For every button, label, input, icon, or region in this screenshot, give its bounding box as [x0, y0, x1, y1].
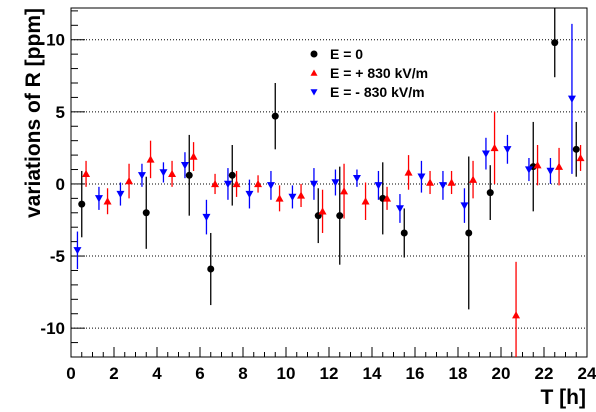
- legend-marker: [310, 50, 318, 58]
- data-point: [395, 205, 404, 213]
- x-tick-label: 14: [363, 364, 382, 383]
- x-tick-label: 18: [449, 364, 468, 383]
- data-point: [78, 200, 86, 208]
- data-point: [228, 171, 236, 179]
- data-point: [533, 161, 542, 169]
- data-point: [361, 197, 370, 205]
- data-point: [288, 193, 297, 201]
- data-point: [336, 212, 344, 220]
- data-point: [185, 171, 193, 179]
- x-tick-label: 8: [238, 364, 247, 383]
- data-point: [465, 229, 473, 237]
- data-point: [103, 197, 112, 205]
- x-tick-label: 2: [109, 364, 118, 383]
- data-point: [546, 167, 555, 175]
- data-point: [400, 229, 408, 237]
- legend-label: E = 0: [330, 46, 363, 62]
- data-point: [374, 182, 383, 190]
- data-point: [146, 155, 155, 163]
- legend-marker: [310, 89, 318, 96]
- x-tick-label: 0: [66, 364, 75, 383]
- y-axis-title: variations of R [ppm]: [22, 8, 45, 218]
- series-1: [82, 111, 585, 357]
- x-tick-label: 12: [320, 364, 339, 383]
- data-point: [125, 177, 134, 185]
- data-point: [189, 152, 198, 160]
- data-point: [266, 182, 275, 190]
- data-point: [555, 162, 564, 170]
- data-point: [82, 169, 91, 178]
- y-tick-label: -10: [40, 319, 65, 338]
- data-point: [137, 172, 146, 180]
- legend-label: E = - 830 kV/m: [330, 84, 425, 100]
- data-point: [271, 112, 279, 120]
- x-tick-label: 10: [277, 364, 296, 383]
- y-tick-label: 5: [56, 103, 65, 122]
- y-tick-label: 0: [56, 175, 65, 194]
- legend-marker: [310, 69, 318, 76]
- data-point: [576, 153, 585, 162]
- data-point: [318, 207, 327, 215]
- data-point: [469, 175, 478, 183]
- data-point: [211, 179, 220, 188]
- data-point: [94, 195, 103, 203]
- data-point: [404, 168, 413, 176]
- data-point: [512, 311, 521, 319]
- data-point: [331, 179, 340, 187]
- x-tick-label: 24: [578, 364, 596, 383]
- data-point: [383, 194, 392, 202]
- x-axis-title: T [h]: [541, 386, 586, 409]
- x-tick-label: 4: [152, 364, 162, 383]
- legend-label: E = + 830 kV/m: [330, 65, 428, 81]
- data-point: [223, 180, 232, 188]
- data-point: [159, 169, 168, 177]
- data-point: [232, 179, 241, 188]
- plot-frame: [70, 7, 588, 358]
- x-tick-label: 22: [535, 364, 554, 383]
- data-point: [180, 161, 189, 170]
- data-point: [567, 95, 576, 103]
- data-point: [352, 174, 361, 183]
- data-point: [490, 143, 499, 152]
- data-point: [254, 179, 263, 188]
- data-point: [202, 213, 211, 222]
- data-series: [73, 8, 585, 357]
- data-point: [73, 247, 82, 255]
- x-tick-label: 6: [195, 364, 204, 383]
- data-point: [572, 145, 580, 153]
- data-point: [426, 178, 435, 186]
- data-point: [168, 169, 177, 178]
- legend: E = 0 E = + 830 kV/m E = - 830 kV/m: [310, 46, 428, 100]
- data-point: [309, 180, 318, 188]
- x-tick-label: 16: [406, 364, 425, 383]
- series-2: [73, 23, 576, 270]
- data-point: [417, 173, 426, 181]
- grid-lines: [71, 39, 587, 329]
- data-point: [503, 146, 512, 154]
- data-point: [116, 190, 125, 199]
- x-tick-label: 20: [492, 364, 511, 383]
- data-point: [207, 265, 215, 273]
- data-point: [297, 191, 306, 199]
- data-point: [447, 178, 456, 186]
- data-point: [486, 189, 494, 197]
- data-point: [481, 150, 490, 158]
- y-tick-label: -5: [50, 247, 65, 266]
- data-point: [438, 182, 447, 190]
- data-point: [551, 39, 559, 47]
- data-point: [275, 194, 284, 202]
- y-tick-label: 10: [46, 31, 65, 50]
- data-point: [142, 209, 150, 217]
- data-point: [460, 202, 469, 210]
- data-point: [524, 166, 533, 174]
- series-0: [78, 8, 580, 310]
- data-point: [245, 190, 254, 199]
- data-point: [340, 187, 349, 195]
